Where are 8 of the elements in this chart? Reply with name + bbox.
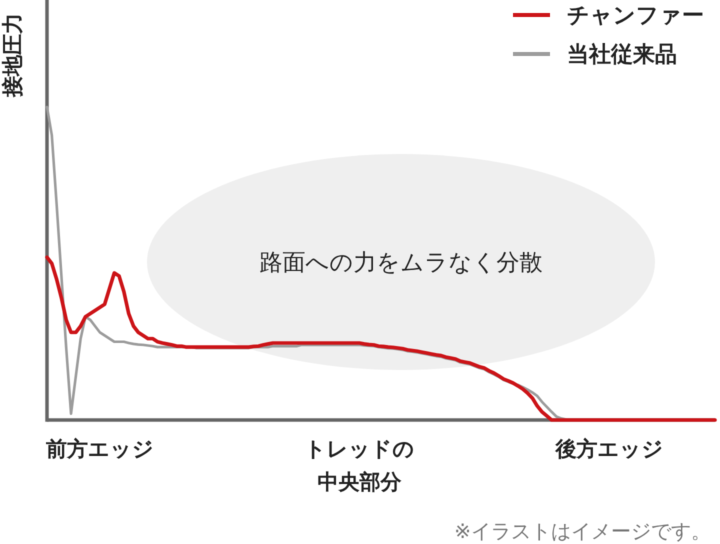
annotation: 路面への力をムラなく分散 <box>260 249 542 275</box>
x-tick-label: 後方エッジ <box>554 436 664 460</box>
legend-label: チャンファー <box>567 2 704 28</box>
legend-label: 当社従来品 <box>567 42 677 66</box>
x-tick-label: 前方エッジ <box>44 436 154 460</box>
text: ※イラストはイメージです。 <box>454 521 711 543</box>
y-axis-title: 接地圧力 <box>0 13 24 98</box>
x-tick-label: トレッドの中央部分 <box>304 438 414 494</box>
